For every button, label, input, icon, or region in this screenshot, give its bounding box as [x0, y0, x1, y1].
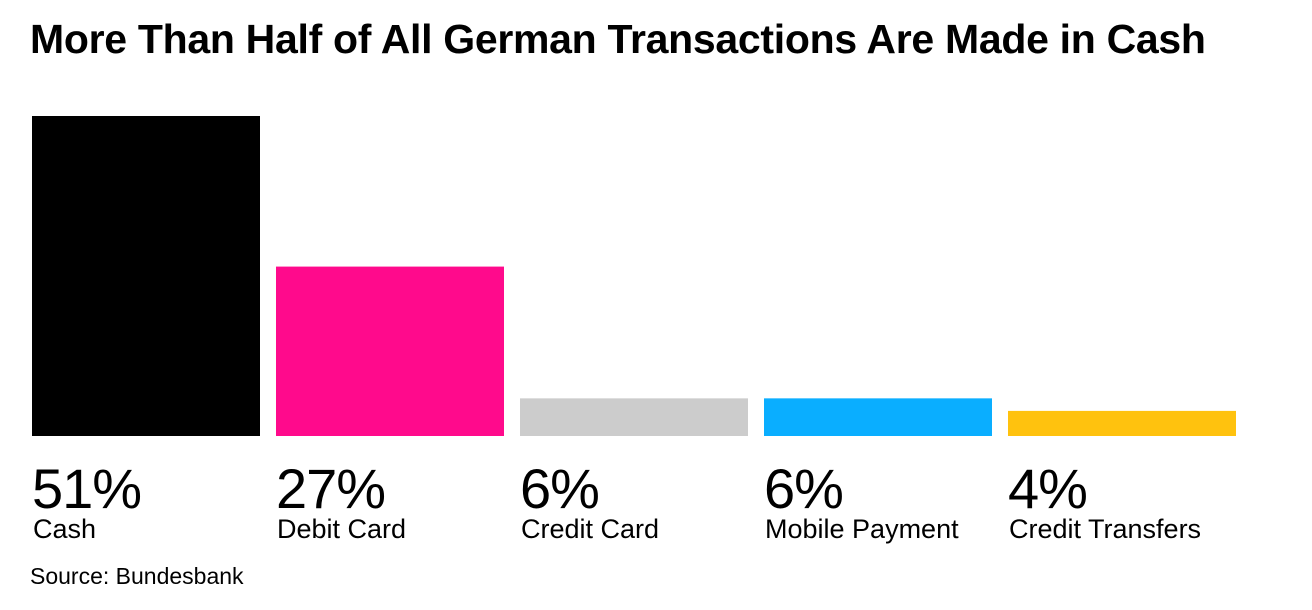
value-label-debit-card: 27%: [276, 457, 385, 520]
bar-cash: [32, 116, 260, 436]
chart-title: More Than Half of All German Transaction…: [30, 16, 1206, 62]
bar-mobile-payment: [764, 398, 992, 436]
bar-credit-card: [520, 398, 748, 436]
category-label-mobile-payment: Mobile Payment: [765, 514, 959, 544]
value-label-mobile-payment: 6%: [764, 457, 843, 520]
category-label-debit-card: Debit Card: [277, 514, 406, 544]
category-label-credit-card: Credit Card: [521, 514, 659, 544]
value-label-cash: 51%: [32, 457, 141, 520]
category-label-credit-transfers: Credit Transfers: [1009, 514, 1201, 544]
bar-debit-card: [276, 266, 504, 436]
source-note: Source: Bundesbank: [30, 563, 244, 589]
bars-group: [32, 116, 1236, 436]
category-label-cash: Cash: [33, 514, 96, 544]
value-label-credit-card: 6%: [520, 457, 599, 520]
bar-credit-transfers: [1008, 410, 1236, 436]
value-label-credit-transfers: 4%: [1008, 457, 1087, 520]
